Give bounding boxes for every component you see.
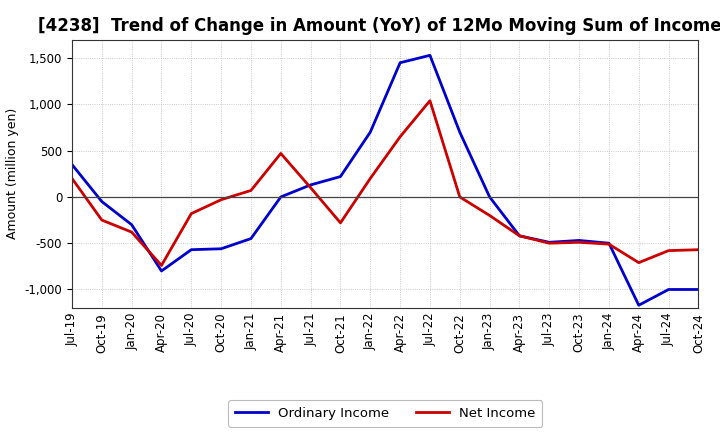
Net Income	[426, 98, 434, 103]
Net Income	[605, 242, 613, 247]
Ordinary Income	[306, 182, 315, 187]
Ordinary Income	[694, 287, 703, 292]
Ordinary Income	[217, 246, 225, 251]
Ordinary Income	[157, 268, 166, 274]
Net Income	[665, 248, 673, 253]
Net Income	[396, 134, 405, 139]
Ordinary Income	[68, 162, 76, 167]
Net Income	[247, 188, 256, 193]
Ordinary Income	[336, 174, 345, 179]
Net Income	[276, 151, 285, 156]
Net Income	[68, 176, 76, 181]
Ordinary Income	[426, 53, 434, 58]
Line: Net Income: Net Income	[72, 101, 698, 265]
Ordinary Income	[515, 233, 523, 238]
Net Income	[485, 213, 494, 218]
Net Income	[336, 220, 345, 225]
Net Income	[456, 194, 464, 200]
Net Income	[187, 211, 196, 216]
Net Income	[694, 247, 703, 252]
Ordinary Income	[665, 287, 673, 292]
Ordinary Income	[485, 194, 494, 200]
Net Income	[366, 176, 374, 181]
Line: Ordinary Income: Ordinary Income	[72, 55, 698, 305]
Ordinary Income	[366, 129, 374, 135]
Net Income	[97, 217, 106, 223]
Net Income	[515, 233, 523, 238]
Ordinary Income	[575, 238, 583, 243]
Ordinary Income	[97, 199, 106, 204]
Ordinary Income	[396, 60, 405, 66]
Net Income	[127, 230, 136, 235]
Net Income	[634, 260, 643, 265]
Net Income	[217, 197, 225, 202]
Ordinary Income	[187, 247, 196, 252]
Ordinary Income	[545, 240, 554, 245]
Ordinary Income	[127, 222, 136, 227]
Net Income	[575, 240, 583, 245]
Net Income	[306, 185, 315, 191]
Ordinary Income	[247, 236, 256, 241]
Net Income	[157, 263, 166, 268]
Net Income	[545, 241, 554, 246]
Ordinary Income	[634, 303, 643, 308]
Ordinary Income	[605, 241, 613, 246]
Title: [4238]  Trend of Change in Amount (YoY) of 12Mo Moving Sum of Incomes: [4238] Trend of Change in Amount (YoY) o…	[38, 17, 720, 35]
Ordinary Income	[456, 129, 464, 135]
Legend: Ordinary Income, Net Income: Ordinary Income, Net Income	[228, 400, 542, 427]
Ordinary Income	[276, 194, 285, 200]
Y-axis label: Amount (million yen): Amount (million yen)	[6, 108, 19, 239]
